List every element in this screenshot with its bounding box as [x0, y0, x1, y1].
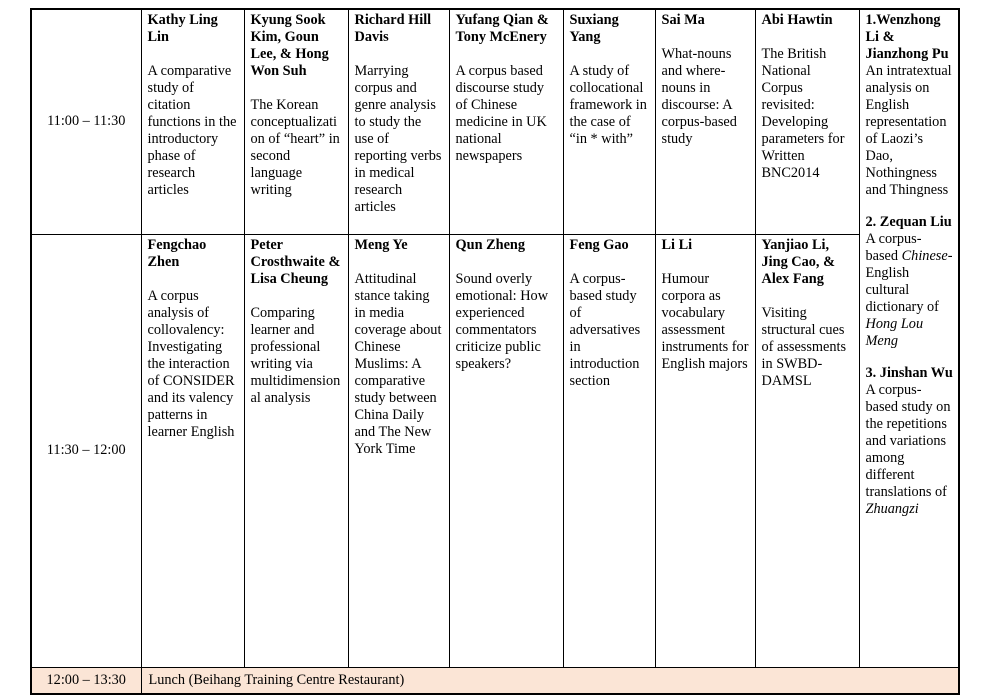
time-label: 11:00 – 11:30 — [47, 113, 126, 130]
session-title: Marrying corpus and genre analysis to st… — [354, 63, 442, 216]
session-authors: Kathy Ling Lin — [147, 12, 218, 45]
session-row-2: 11:30 – 12:00 Fengchao Zhen A corpus ana… — [30, 233, 959, 668]
session-cell: Richard Hill Davis Marrying corpus and g… — [347, 8, 450, 235]
lunch-cell: Lunch (Beihang Training Centre Restauran… — [140, 666, 960, 695]
poster-item-title: A corpus-based Chinese-English cultural … — [865, 231, 953, 349]
lunch-label: Lunch (Beihang Training Centre Restauran… — [148, 671, 405, 688]
session-title: Attitudinal stance taking in media cover… — [354, 270, 442, 457]
session-authors: Meng Ye — [354, 236, 408, 253]
poster-item-3: 3. Jinshan Wu A corpus-based study on th… — [866, 365, 954, 518]
session-title: A study of collocational framework in th… — [569, 63, 647, 148]
time-cell: 11:30 – 12:00 — [30, 233, 142, 668]
session-authors: Sai Ma — [661, 12, 705, 28]
time-label: 11:30 – 12:00 — [46, 442, 126, 458]
session-cell: Yufang Qian & Tony McEnery A corpus base… — [448, 8, 564, 235]
poster-item-authors: 3. Jinshan Wu — [865, 365, 953, 381]
session-title: The Korean conceptualization of “heart” … — [250, 97, 340, 199]
session-cell: Qun Zheng Sound overly emotional: How ex… — [448, 233, 564, 668]
session-title: The British National Corpus revisited: D… — [761, 46, 845, 182]
session-cell: Suxiang Yang A study of collocational fr… — [562, 8, 656, 235]
session-authors: Feng Gao — [569, 236, 629, 253]
session-authors: Richard Hill Davis — [354, 12, 432, 45]
session-authors: Fengchao Zhen — [147, 236, 207, 270]
session-authors: Suxiang Yang — [569, 12, 619, 45]
session-authors: Peter Crosthwaite & Lisa Cheung — [250, 236, 341, 287]
session-title: A corpus analysis of collovalency: Inves… — [147, 287, 235, 440]
session-cell: Fengchao Zhen A corpus analysis of collo… — [140, 233, 245, 668]
session-title: A comparative study of citation function… — [147, 63, 237, 199]
time-label: 12:00 – 13:30 — [46, 671, 126, 688]
schedule-table: 11:00 – 11:30 Kathy Ling Lin A comparati… — [30, 8, 960, 695]
session-authors: Yufang Qian & Tony McEnery — [455, 12, 549, 45]
session-title: Humour corpora as vocabulary assessment … — [661, 270, 749, 372]
session-authors: Abi Hawtin — [761, 12, 833, 28]
session-cell: Meng Ye Attitudinal stance taking in med… — [347, 233, 450, 668]
session-title: Sound overly emotional: How experienced … — [455, 270, 549, 372]
session-authors: Qun Zheng — [455, 236, 526, 253]
poster-item-title: An intratextual analysis on English repr… — [865, 63, 952, 198]
session-title: What-nouns and where-nouns in discourse:… — [661, 46, 737, 148]
session-cell: Yanjiao Li, Jing Cao, & Alex Fang Visiti… — [754, 233, 860, 668]
poster-item-authors: 1.Wenzhong Li & Jianzhong Pu — [865, 12, 949, 62]
poster-item-1: 1.Wenzhong Li & Jianzhong Pu An intratex… — [866, 12, 954, 199]
poster-item-2: 2. Zequan Liu A corpus-based Chinese-Eng… — [866, 214, 954, 350]
session-cell: Abi Hawtin The British National Corpus r… — [754, 8, 860, 235]
session-cell: Sai Ma What-nouns and where-nouns in dis… — [654, 8, 756, 235]
session-title: Visiting structural cues of assessments … — [761, 304, 847, 389]
session-authors: Yanjiao Li, Jing Cao, & Alex Fang — [761, 236, 835, 287]
session-authors: Li Li — [661, 236, 693, 253]
session-cell: Kathy Ling Lin A comparative study of ci… — [140, 8, 245, 235]
time-cell: 12:00 – 13:30 — [30, 666, 142, 695]
session-cell: Kyung Sook Kim, Goun Lee, & Hong Won Suh… — [243, 8, 349, 235]
session-cell: Feng Gao A corpus-based study of adversa… — [562, 233, 656, 668]
session-authors: Kyung Sook Kim, Goun Lee, & Hong Won Suh — [250, 12, 329, 79]
session-cell: Peter Crosthwaite & Lisa Cheung Comparin… — [243, 233, 349, 668]
poster-column-cell: 1.Wenzhong Li & Jianzhong Pu An intratex… — [858, 8, 960, 668]
session-title: Comparing learner and professional writi… — [250, 304, 341, 406]
poster-item-authors: 2. Zequan Liu — [865, 214, 952, 230]
session-cell: Li Li Humour corpora as vocabulary asses… — [654, 233, 756, 668]
session-row-1: 11:00 – 11:30 Kathy Ling Lin A comparati… — [30, 8, 960, 668]
time-cell: 11:00 – 11:30 — [30, 8, 142, 235]
session-title: A corpus-based study of adversatives in … — [569, 270, 641, 389]
lunch-row: 12:00 – 13:30 Lunch (Beihang Training Ce… — [30, 666, 960, 695]
session-title: A corpus based discourse study of Chines… — [455, 63, 547, 165]
poster-item-title: A corpus-based study on the repetitions … — [865, 382, 951, 517]
